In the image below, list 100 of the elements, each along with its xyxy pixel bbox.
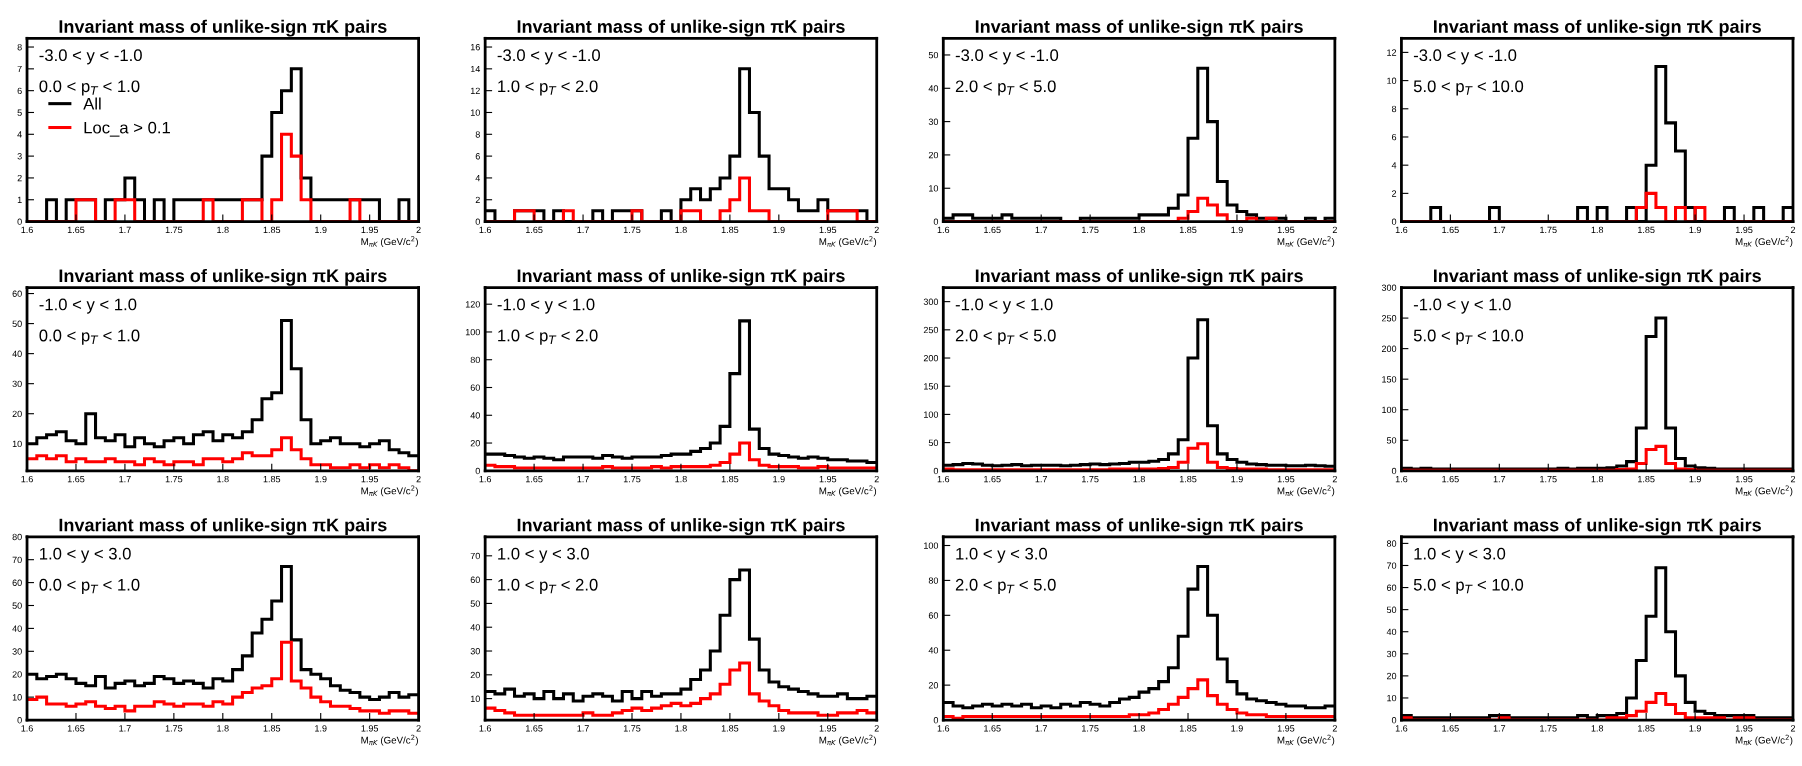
x-axis-title: M$_{πK}$ (GeV/c$^{2}$) (1735, 485, 1793, 497)
annotation: -1.0 < y < 1.0 (955, 298, 1053, 314)
y-tick-label: 100 (1382, 406, 1397, 414)
chart-title: Invariant mass of unlike-sign πK pairs (1433, 268, 1761, 286)
x-tick-label: 1.7 (1493, 226, 1506, 233)
x-tick-label: 1.65 (1442, 226, 1459, 234)
y-tick-label: 7 (17, 65, 22, 73)
annotation: 1.0 < p$_{T}$ < 2.0 (498, 80, 598, 96)
y-tick-label: 50 (928, 51, 939, 59)
x-tick-label: 1.8 (217, 725, 229, 732)
x-tick-label: 1.6 (479, 475, 492, 483)
x-tick-label: 1.75 (1082, 475, 1099, 483)
x-tick-label: 2 (874, 475, 879, 483)
x-tick-label: 1.95 (1277, 226, 1295, 234)
x-tick-label: 1.65 (526, 226, 543, 234)
annotation: 1.0 < y < 3.0 (1414, 547, 1506, 563)
x-tick-label: 1.6 (479, 226, 492, 234)
y-tick-label: 40 (12, 625, 22, 632)
y-tick-label: 60 (470, 576, 480, 583)
x-tick-label: 1.85 (263, 226, 281, 234)
y-tick-label: 0 (1391, 218, 1397, 225)
x-tick-label: 1.95 (819, 226, 837, 234)
y-tick-label: 40 (928, 85, 939, 92)
annotation: 0.0 < p$_{T}$ < 1.0 (39, 80, 140, 96)
x-tick-label: 1.75 (1082, 725, 1099, 732)
y-tick-label: 100 (924, 542, 939, 549)
y-tick-label: 300 (923, 298, 939, 305)
x-tick-label: 2 (1332, 725, 1337, 732)
y-tick-label: 10 (1387, 694, 1397, 702)
x-tick-label: 1.6 (1395, 475, 1408, 483)
y-tick-label: 12 (470, 87, 480, 94)
x-tick-label: 2 (416, 725, 421, 732)
y-tick-label: 8 (17, 43, 22, 51)
x-tick-label: 2 (1790, 725, 1796, 732)
x-axis-title: M$_{πK}$ (GeV/c$^{2}$) (1735, 236, 1793, 248)
chart-title: Invariant mass of unlike-sign πK pairs (1433, 518, 1761, 536)
y-tick-label: 10 (470, 109, 480, 116)
x-tick-label: 1.7 (119, 226, 131, 233)
x-tick-label: 2 (416, 475, 421, 483)
y-tick-label: 150 (924, 383, 939, 390)
x-tick-label: 1.85 (1638, 725, 1655, 732)
y-tick-label: 0 (933, 717, 939, 724)
x-tick-label: 1.8 (1591, 226, 1604, 234)
x-tick-label: 1.9 (1689, 725, 1701, 732)
y-tick-label: 50 (1386, 437, 1397, 444)
y-tick-label: 50 (470, 600, 480, 607)
y-tick-label: 10 (12, 440, 22, 448)
y-tick-label: 2 (17, 174, 22, 182)
x-tick-label: 1.65 (984, 475, 1001, 483)
y-tick-label: 200 (1381, 345, 1397, 352)
x-tick-label: 1.8 (1591, 475, 1604, 483)
x-tick-label: 1.85 (1638, 226, 1655, 234)
x-tick-label: 1.85 (721, 226, 739, 234)
y-tick-label: 20 (12, 410, 22, 418)
y-tick-label: 1 (17, 196, 22, 204)
y-tick-label: 0 (17, 218, 22, 225)
x-tick-label: 1.8 (675, 226, 687, 234)
y-tick-label: 14 (470, 65, 481, 73)
x-tick-label: 1.85 (263, 475, 281, 483)
annotation: 2.0 < p$_{T}$ < 5.0 (955, 80, 1056, 96)
chart-title: Invariant mass of unlike-sign πK pairs (517, 268, 845, 286)
x-tick-label: 1.75 (165, 725, 183, 732)
y-tick-label: 50 (928, 439, 939, 446)
x-tick-label: 1.7 (1493, 725, 1506, 732)
x-tick-label: 1.65 (67, 725, 85, 732)
y-tick-label: 70 (1386, 562, 1397, 569)
annotation: 1.0 < y < 3.0 (498, 547, 589, 563)
annotation: 1.0 < p$_{T}$ < 2.0 (498, 578, 598, 594)
x-tick-label: 1.7 (1493, 475, 1506, 483)
x-tick-label: 1.6 (937, 725, 950, 732)
x-axis-title: M$_{πK}$ (GeV/c$^{2}$) (819, 485, 877, 497)
chart-title: Invariant mass of unlike-sign πK pairs (59, 19, 387, 37)
y-tick-label: 30 (12, 648, 22, 655)
annotation: -3.0 < y < -1.0 (497, 49, 601, 65)
x-tick-label: 1.8 (1133, 226, 1145, 234)
y-tick-label: 300 (1381, 284, 1397, 291)
chart-title: Invariant mass of unlike-sign πK pairs (59, 268, 387, 286)
x-tick-label: 1.8 (675, 725, 687, 732)
x-tick-label: 2 (1790, 226, 1796, 233)
y-tick-label: 5 (17, 109, 22, 116)
x-tick-label: 1.95 (1735, 725, 1753, 732)
x-tick-label: 1.65 (1442, 725, 1459, 732)
x-tick-label: 1.6 (937, 475, 950, 483)
y-tick-label: 70 (12, 556, 22, 564)
annotation: 2.0 < p$_{T}$ < 5.0 (955, 329, 1056, 345)
x-tick-label: 1.85 (1179, 475, 1197, 483)
chart-title: Invariant mass of unlike-sign πK pairs (517, 518, 845, 536)
x-tick-label: 1.6 (479, 725, 492, 732)
x-tick-label: 1.85 (721, 475, 739, 483)
x-tick-label: 1.95 (361, 475, 379, 483)
x-tick-label: 1.9 (1231, 475, 1243, 483)
y-tick-label: 0 (17, 717, 22, 724)
x-tick-label: 1.7 (119, 475, 131, 483)
x-tick-label: 1.8 (217, 226, 229, 234)
x-tick-label: 1.75 (623, 226, 641, 234)
annotation: 2.0 < p$_{T}$ < 5.0 (955, 578, 1056, 594)
x-tick-label: 1.9 (315, 725, 327, 732)
x-tick-label: 1.6 (21, 725, 33, 732)
x-tick-label: 1.9 (773, 475, 785, 483)
x-tick-label: 1.8 (1133, 475, 1145, 483)
